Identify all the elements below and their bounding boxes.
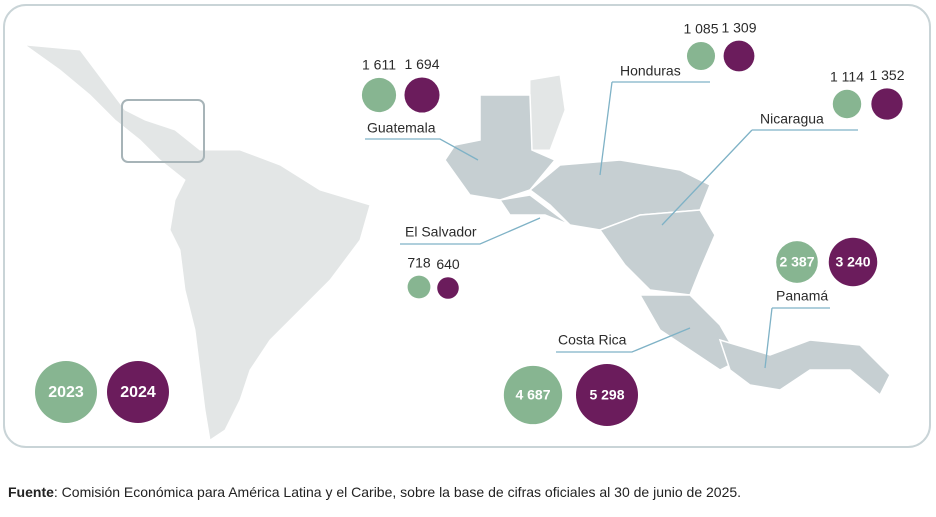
value-label: 2 387 xyxy=(779,254,814,270)
legend-swatch xyxy=(107,361,169,423)
value-label: 1 114 xyxy=(830,68,864,84)
country-name: Costa Rica xyxy=(558,332,627,348)
data-layer: 2023 2024 Guatemala 1 611 1 694 Honduras 1 085… xyxy=(35,19,905,427)
value-bubble xyxy=(832,89,862,119)
value-label: 1 611 xyxy=(362,57,396,73)
value-bubble xyxy=(575,363,639,427)
legend-swatch xyxy=(35,361,97,423)
value-label: 1 352 xyxy=(869,67,904,83)
source-label: Fuente xyxy=(8,484,54,500)
value-label: 1 085 xyxy=(683,21,718,37)
value-bubble xyxy=(361,77,397,113)
value-bubble xyxy=(437,277,459,299)
value-label: 5 298 xyxy=(589,387,624,403)
source: Fuente: Comisión Económica para América … xyxy=(8,484,741,500)
value-label: 3 240 xyxy=(835,254,870,270)
source-text: : Comisión Económica para América Latina… xyxy=(53,484,742,500)
country-name: Panamá xyxy=(776,288,828,304)
value-label: 640 xyxy=(436,256,460,272)
value-bubble xyxy=(828,237,878,287)
legend-label: 2023 xyxy=(48,384,84,401)
value-bubble xyxy=(723,40,755,72)
value-label: 1 694 xyxy=(404,56,439,72)
value-bubble xyxy=(404,77,440,113)
value-label: 4 687 xyxy=(515,387,550,403)
leader-lines xyxy=(365,81,858,369)
value-bubble xyxy=(407,275,431,299)
country-name: Nicaragua xyxy=(760,111,824,127)
value-label: 718 xyxy=(407,254,431,270)
americas-map xyxy=(23,44,566,441)
value-label: 1 309 xyxy=(721,19,756,35)
value-bubble xyxy=(503,365,563,425)
value-bubble xyxy=(686,41,716,71)
map-panel: 2023 2024 Guatemala 1 611 1 694 Honduras 1 085… xyxy=(3,4,931,448)
country-name: Honduras xyxy=(620,63,681,79)
value-bubble xyxy=(776,241,818,283)
inset-box xyxy=(121,99,205,163)
legend-label: 2024 xyxy=(120,384,156,401)
country-name: Guatemala xyxy=(367,120,436,136)
central-america-map xyxy=(444,94,891,397)
country-name: El Salvador xyxy=(405,224,477,240)
value-bubble xyxy=(871,88,903,120)
